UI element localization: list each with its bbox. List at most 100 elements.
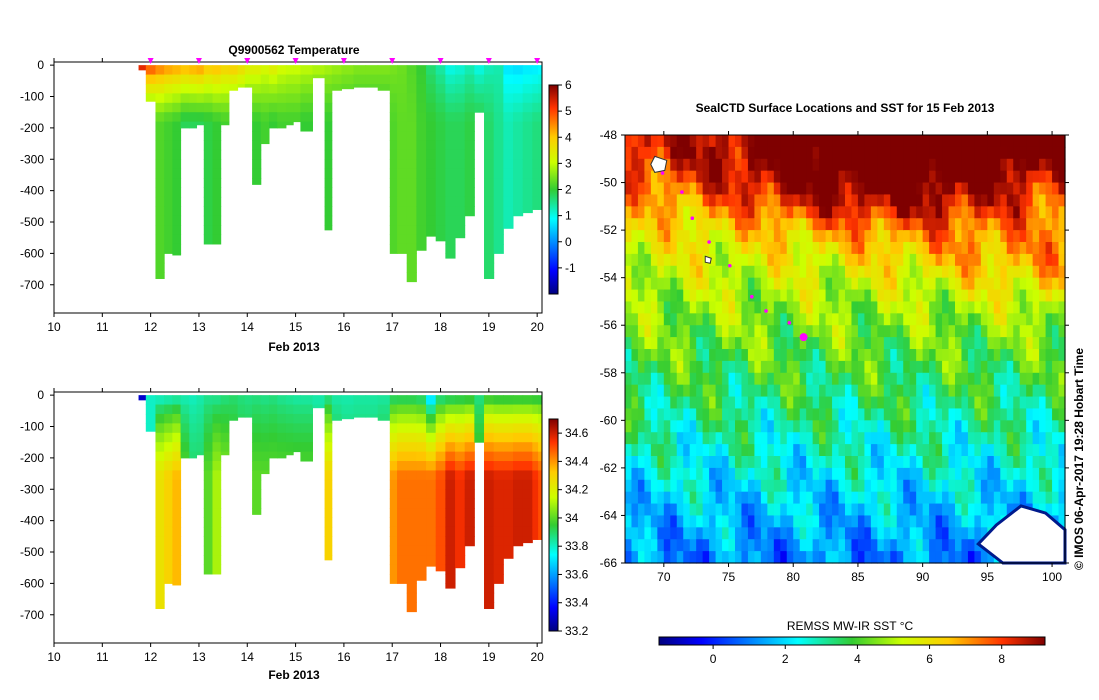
profile-cell [285,74,294,85]
profile-cell [426,517,437,528]
profile-cell [189,112,198,123]
sst-cell [728,265,736,279]
sst-cell [883,301,891,314]
profile-cell [406,140,417,151]
sst-cell [832,527,840,540]
sst-cell [1000,444,1008,457]
sst-cell [812,491,820,505]
sst-cell [747,230,756,243]
sst-cell [819,135,827,148]
profile-cell [285,404,294,415]
sst-cell [806,313,814,326]
sst-cell [644,467,652,481]
sst-cell [967,325,976,338]
profile-cell [493,573,504,584]
profile-cell [484,592,495,603]
profile-cell [164,225,173,236]
sst-cell [657,384,665,398]
sst-cell [832,432,840,445]
profile-cell [300,451,313,462]
sst-cell [709,170,717,184]
sst-cell [948,456,956,469]
profile-cell [172,442,182,453]
sst-cell [676,360,684,374]
sst-cell [974,265,982,279]
sst-cell [922,325,930,338]
sst-cell [987,206,995,219]
profile-cell [435,489,446,500]
sst-cell [780,230,788,243]
sst-cell [676,539,684,552]
profile-cell [503,395,514,406]
sst-cell [922,194,930,207]
sst-cell [812,301,820,314]
sst-cell [955,503,963,517]
profile-cell [435,395,446,406]
sst-cell [767,479,775,493]
sst-cell [773,301,781,314]
sst-cell [819,313,827,326]
profile-cell [435,225,446,236]
sst-cell [883,420,891,433]
sst-cell [825,265,833,279]
profile-cell [455,470,466,481]
sst-cell [754,360,762,374]
sst-cell [702,182,710,196]
sst-cell [967,515,976,528]
profile-cell [164,140,173,151]
sst-cell [1058,301,1066,314]
profile-cell [180,442,190,453]
sst-cell [819,491,827,505]
profile-cell [503,517,514,528]
sst-cell [650,503,658,517]
sst-cell [877,479,885,493]
profile-cell [445,149,456,160]
profile-cell [389,206,398,217]
profile-cell [406,508,417,518]
sst-cell [754,230,762,243]
sst-cell [903,360,911,374]
sst-cell [922,301,930,314]
temperature-x-axis-label: Feb 2013 [268,340,320,354]
sst-cell [1039,396,1047,410]
sst-cell [806,515,814,528]
sst-cell [935,158,943,172]
profile-cell [285,83,294,94]
sst-cell [702,467,710,481]
sst-cell [747,491,756,505]
sst-cell [935,349,943,362]
sst-cell [1058,277,1066,291]
sst-cell [845,444,853,457]
sst-cell [993,146,1001,160]
sst-cell [676,456,684,469]
sst-cell [819,337,827,350]
sst-cell [637,432,646,445]
profile-cell [300,432,313,443]
sst-cell [786,420,794,433]
sst-cell [955,349,963,362]
sst-cell [961,349,969,362]
sst-cell [631,301,639,314]
sst-cell [935,384,943,398]
sst-cell [909,182,917,196]
profile-cell [252,479,262,490]
sst-cell [870,491,878,505]
sst-cell [929,194,937,207]
lon-tick-label: 75 [722,570,736,584]
sst-cell [942,206,950,219]
sst-cell [909,158,917,172]
sst-cell [909,539,917,552]
sst-cell [1039,337,1047,350]
profile-cell [522,168,533,179]
profile-cell [196,451,205,456]
sst-cell [696,444,704,457]
profile-cell [155,442,165,453]
profile-cell [538,489,543,500]
sst-cell [1039,444,1047,457]
sst-cell [663,206,671,219]
sst-cell [767,432,775,445]
profile-cell [397,112,408,123]
sst-cell [832,551,840,564]
sst-cell [812,551,820,564]
profile-cell [220,74,230,85]
